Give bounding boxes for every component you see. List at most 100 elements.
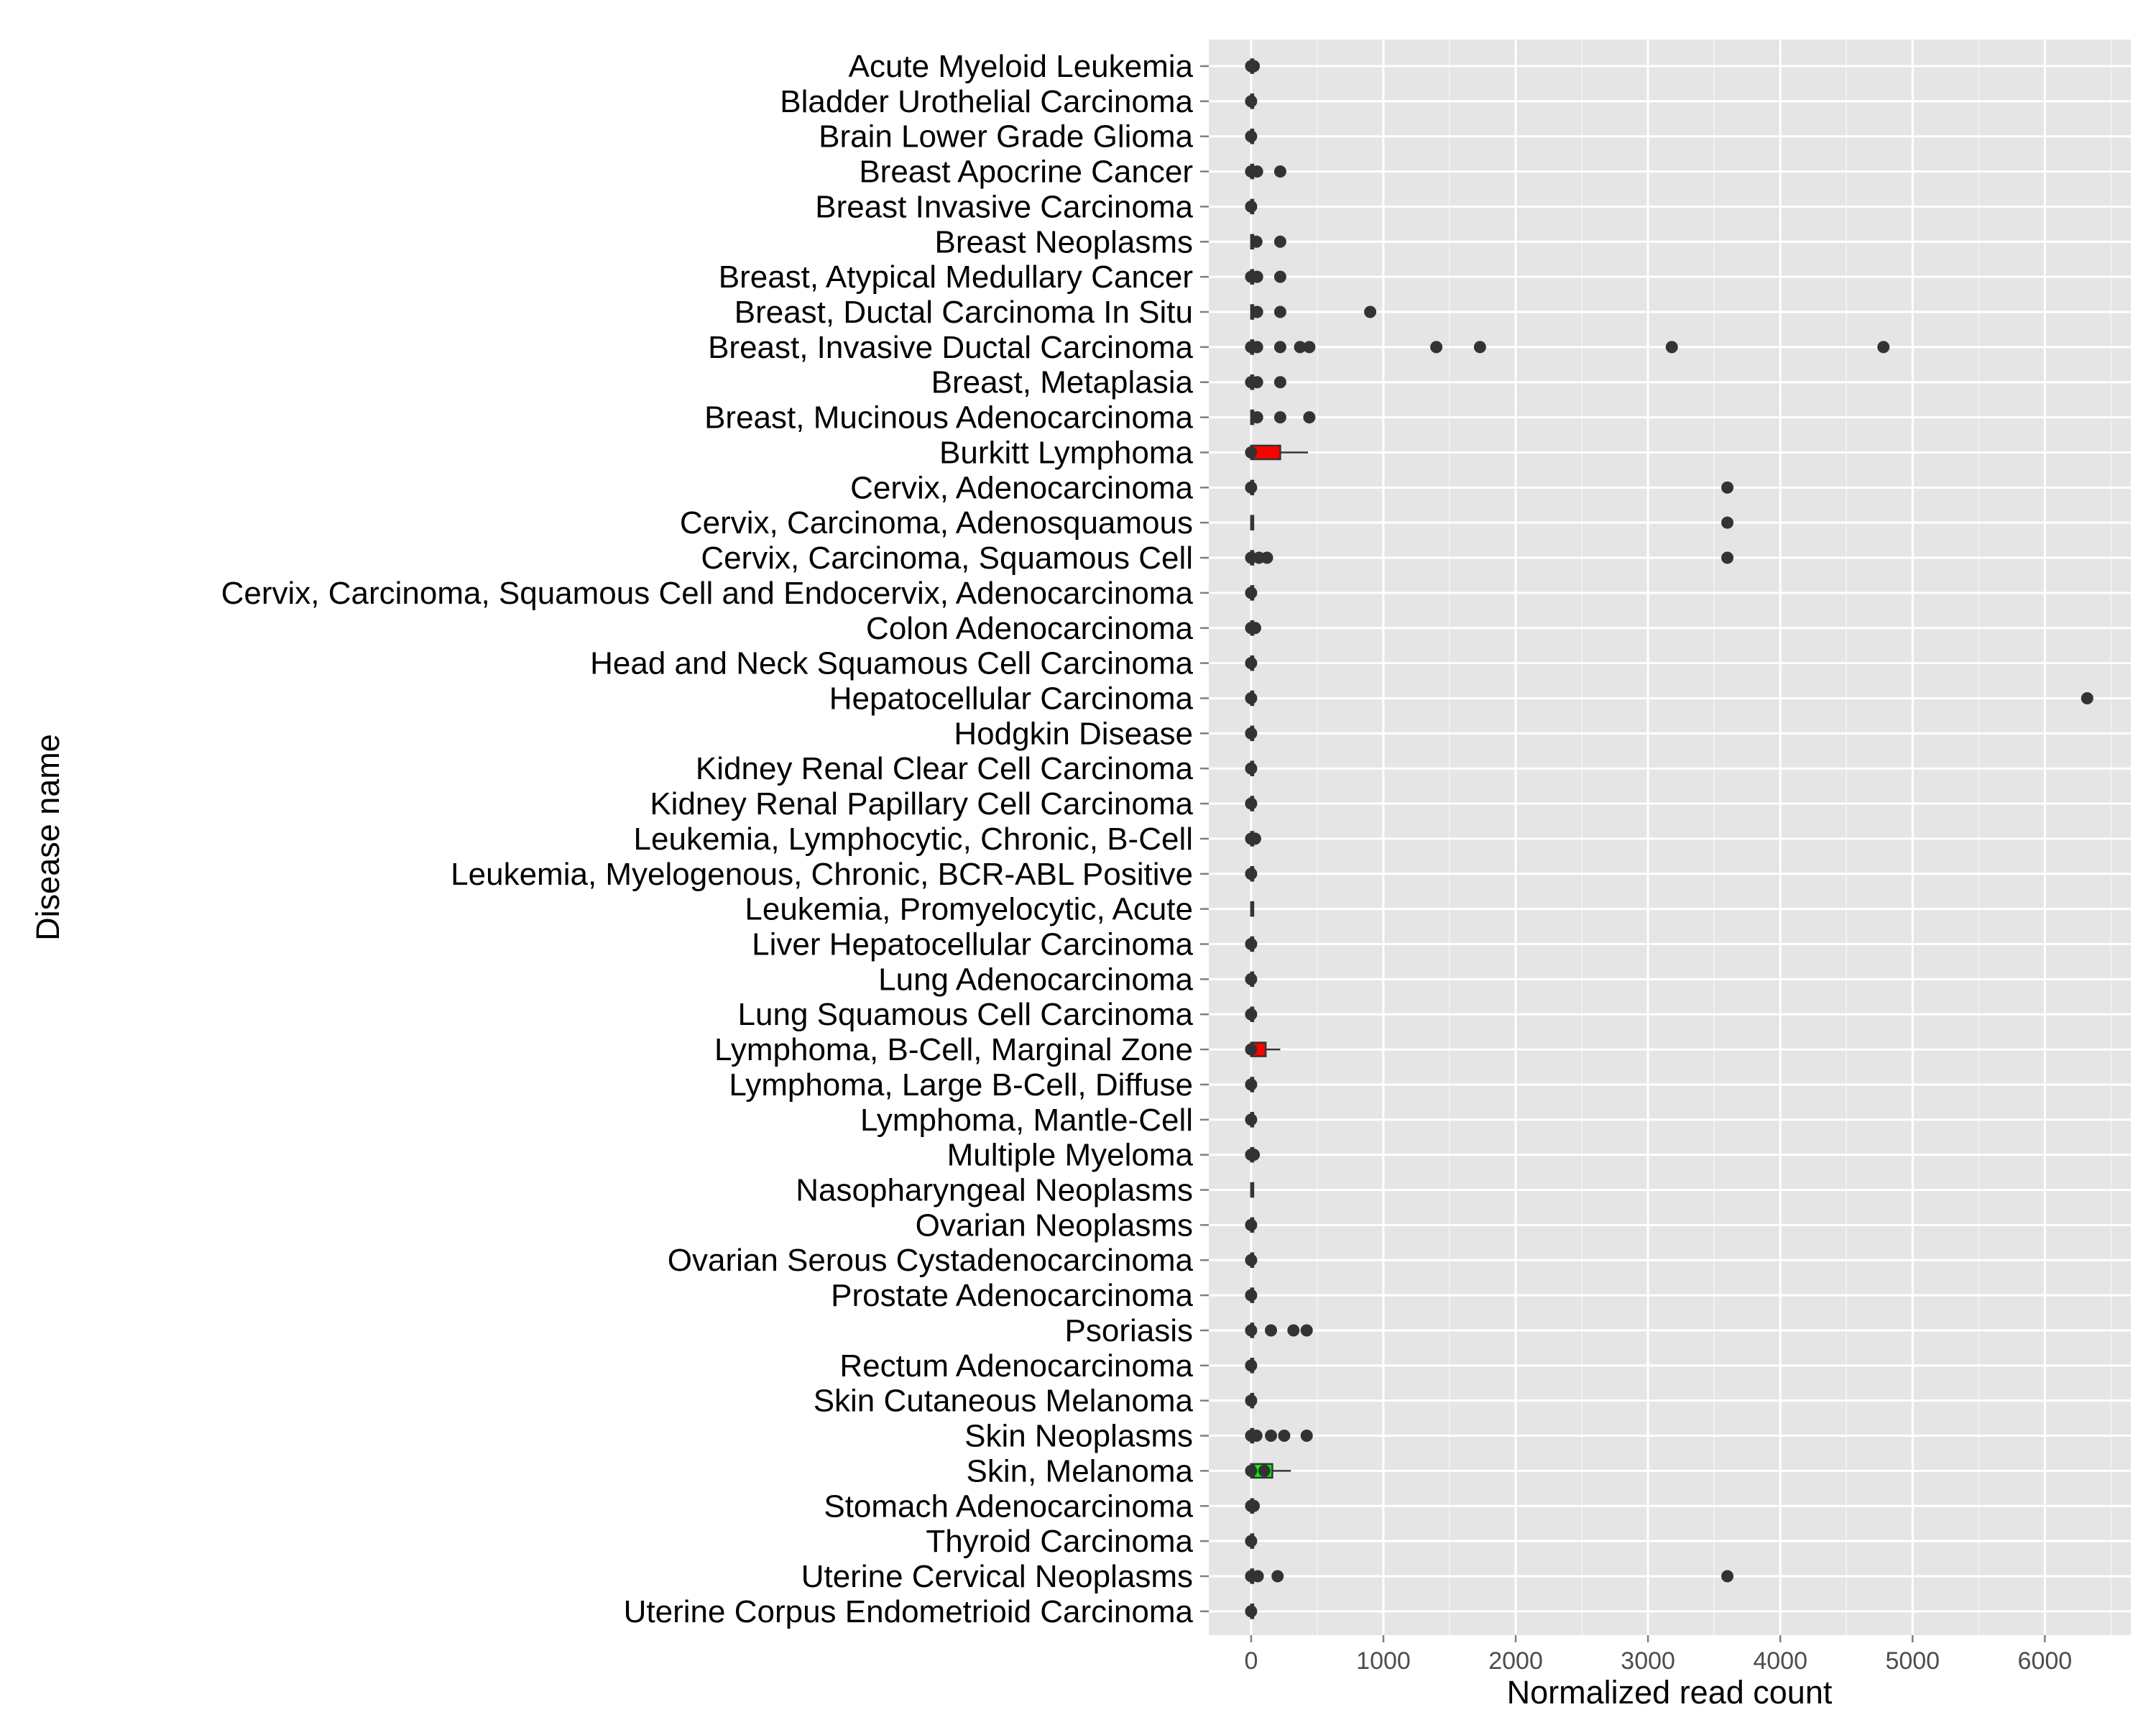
outlier-point xyxy=(1430,341,1443,354)
outlier-point xyxy=(1721,516,1734,529)
outlier-point xyxy=(1265,1430,1278,1443)
outlier-point xyxy=(1245,1464,1258,1477)
outlier-point xyxy=(1245,1535,1258,1547)
outlier-point xyxy=(1245,762,1258,775)
outlier-point xyxy=(1245,1254,1258,1266)
y-axis-category-label: Breast, Metaplasia xyxy=(931,365,1194,400)
outlier-point xyxy=(1261,551,1273,564)
outlier-point xyxy=(1721,551,1734,564)
outlier-point xyxy=(1273,376,1286,389)
x-axis-tick-label: 4000 xyxy=(1753,1647,1807,1675)
y-axis-category-label: Kidney Renal Papillary Cell Carcinoma xyxy=(650,786,1193,822)
y-axis-category-label: Kidney Renal Clear Cell Carcinoma xyxy=(696,751,1194,786)
y-axis-category-label: Uterine Cervical Neoplasms xyxy=(801,1559,1193,1594)
gridlines xyxy=(1209,40,2131,1635)
outlier-point xyxy=(1245,1008,1258,1021)
y-axis-category-label: Breast Neoplasms xyxy=(935,224,1193,259)
y-axis-category-label: Hodgkin Disease xyxy=(954,716,1193,751)
y-axis-category-label: Rectum Adenocarcinoma xyxy=(839,1348,1193,1384)
outlier-point xyxy=(1294,341,1307,354)
y-axis-category-label: Liver Hepatocellular Carcinoma xyxy=(752,927,1193,962)
plot-panel xyxy=(1209,40,2131,1635)
y-axis-category-label: Prostate Adenocarcinoma xyxy=(831,1278,1193,1313)
y-axis-category-label: Head and Neck Squamous Cell Carcinoma xyxy=(590,646,1193,681)
outlier-point xyxy=(1245,1043,1258,1056)
outlier-point xyxy=(1250,270,1263,283)
outlier-point xyxy=(1364,305,1377,318)
y-axis-category-label: Breast, Atypical Medullary Cancer xyxy=(719,259,1193,295)
y-axis-category-label: Multiple Myeloma xyxy=(947,1138,1194,1173)
y-axis-ticks xyxy=(1200,65,1209,1613)
y-axis-category-label: Leukemia, Lymphocytic, Chronic, B-Cell xyxy=(634,822,1193,857)
y-axis-category-label: Burkitt Lymphoma xyxy=(939,435,1193,470)
outlier-point xyxy=(1271,1570,1284,1583)
y-axis-category-label: Cervix, Carcinoma, Squamous Cell and End… xyxy=(221,576,1194,611)
outlier-point xyxy=(1245,938,1258,950)
outlier-point xyxy=(1721,1570,1734,1583)
y-axis-title: Disease name xyxy=(29,734,66,941)
outlier-point xyxy=(1245,1218,1258,1231)
y-axis-category-label: Lymphoma, B-Cell, Marginal Zone xyxy=(714,1032,1193,1067)
outlier-point xyxy=(1287,1324,1300,1337)
outlier-point xyxy=(1273,341,1286,354)
outlier-point xyxy=(1245,657,1258,670)
y-axis-category-label: Stomach Adenocarcinoma xyxy=(824,1489,1193,1524)
outlier-point xyxy=(1877,341,1890,354)
outlier-point xyxy=(1245,446,1258,459)
outlier-point xyxy=(1250,235,1263,248)
outlier-point xyxy=(1248,1499,1261,1512)
outlier-point xyxy=(1273,235,1286,248)
outlier-point xyxy=(1245,1289,1258,1302)
outlier-point xyxy=(1248,1149,1261,1162)
outlier-point xyxy=(1245,130,1258,143)
outlier-point xyxy=(1473,341,1486,354)
outlier-point xyxy=(1248,60,1261,73)
y-axis-category-label: Leukemia, Promyelocytic, Acute xyxy=(745,892,1193,927)
y-axis-category-label: Skin Cutaneous Melanoma xyxy=(814,1384,1194,1419)
y-axis-category-label: Bladder Urothelial Carcinoma xyxy=(780,84,1193,119)
outlier-point xyxy=(1245,1113,1258,1126)
outlier-point xyxy=(1245,1324,1258,1337)
outlier-point xyxy=(1273,165,1286,178)
y-axis-category-label: Thyroid Carcinoma xyxy=(926,1524,1193,1559)
x-axis-tick-label: 2000 xyxy=(1488,1647,1543,1675)
outlier-point xyxy=(1273,270,1286,283)
y-axis-category-label: Breast, Ductal Carcinoma In Situ xyxy=(734,295,1193,330)
outlier-point xyxy=(1245,868,1258,880)
outlier-point xyxy=(1245,481,1258,494)
y-axis-category-label: Leukemia, Myelogenous, Chronic, BCR-ABL … xyxy=(451,857,1193,892)
outlier-point xyxy=(1245,972,1258,985)
y-axis-category-label: Lung Squamous Cell Carcinoma xyxy=(738,997,1194,1032)
y-axis-category-label: Breast Invasive Carcinoma xyxy=(815,189,1193,224)
y-axis-category-label: Lung Adenocarcinoma xyxy=(878,962,1193,997)
outlier-point xyxy=(1245,797,1258,810)
x-axis-tick-label: 5000 xyxy=(1885,1647,1940,1675)
outlier-point xyxy=(1250,305,1263,318)
x-axis-tick-label: 0 xyxy=(1244,1647,1258,1675)
outlier-point xyxy=(1251,1570,1264,1583)
y-axis-category-label: Cervix, Carcinoma, Adenosquamous xyxy=(680,505,1193,540)
y-axis-category-label: Lymphoma, Large B-Cell, Diffuse xyxy=(729,1067,1193,1103)
outlier-point xyxy=(1245,1078,1258,1091)
outlier-point xyxy=(1245,1359,1258,1372)
outlier-point xyxy=(1265,1324,1278,1337)
x-axis-tick-labels: 0 1000 2000 3000 4000 5000 6000 xyxy=(1244,1647,2072,1675)
outlier-point xyxy=(1245,727,1258,740)
x-axis-tick-label: 3000 xyxy=(1621,1647,1675,1675)
outlier-point xyxy=(1665,341,1678,354)
outlier-points xyxy=(1245,60,2093,1618)
outlier-point xyxy=(1303,341,1316,354)
y-axis-category-label: Acute Myeloid Leukemia xyxy=(849,49,1194,84)
y-axis-category-label: Ovarian Neoplasms xyxy=(916,1208,1193,1243)
outlier-point xyxy=(1250,341,1263,354)
x-axis-tick-label: 1000 xyxy=(1356,1647,1411,1675)
y-axis-category-label: Hepatocellular Carcinoma xyxy=(829,681,1194,716)
y-axis-category-label: Cervix, Carcinoma, Squamous Cell xyxy=(701,540,1193,576)
y-axis-category-label: Nasopharyngeal Neoplasms xyxy=(796,1173,1193,1208)
y-axis-category-label: Uterine Corpus Endometrioid Carcinoma xyxy=(624,1594,1194,1629)
outlier-point xyxy=(1248,832,1261,845)
y-axis-category-label: Psoriasis xyxy=(1065,1313,1194,1348)
y-axis-category-label: Cervix, Adenocarcinoma xyxy=(850,470,1193,505)
outlier-point xyxy=(1273,411,1286,424)
